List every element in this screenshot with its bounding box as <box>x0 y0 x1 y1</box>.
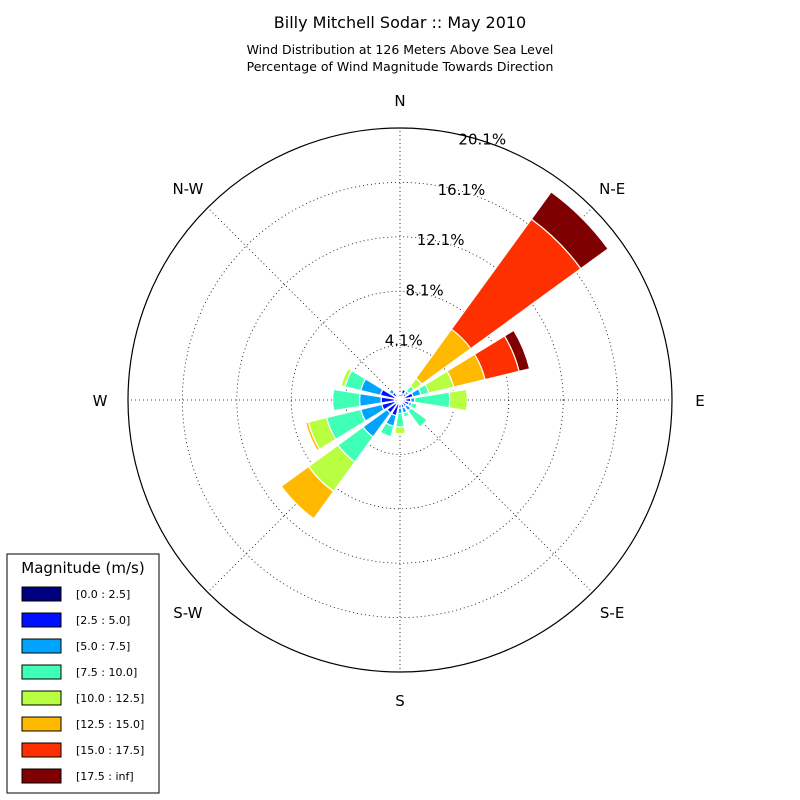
wind-bar-segment <box>407 407 429 429</box>
legend-label: [2.5 : 5.0] <box>76 614 130 627</box>
legend-swatch <box>21 638 62 654</box>
chart-title: Billy Mitchell Sodar :: May 2010 <box>274 13 526 32</box>
legend: Magnitude (m/s) [0.0 : 2.5] [2.5 : 5.0] [5… <box>6 553 160 794</box>
wind-bar-segment <box>394 425 406 435</box>
direction-label-w: W <box>93 392 108 410</box>
wind-bar-segment <box>332 388 361 412</box>
wind-bar-segment <box>448 388 468 412</box>
chart-subtitle-line-2: Percentage of Wind Magnitude Towards Dir… <box>247 59 554 74</box>
legend-label: [12.5 : 15.0] <box>76 718 144 731</box>
direction-label-s-w: S-W <box>173 604 202 622</box>
direction-label-s-e: S-E <box>600 604 624 622</box>
wind-bar-segment <box>397 407 403 415</box>
direction-label-e: E <box>695 392 704 410</box>
grid-spoke <box>207 207 401 401</box>
grid-spoke <box>399 399 593 593</box>
wind-bar-segment <box>305 421 321 452</box>
grid-ring <box>181 181 619 619</box>
radial-tick-label: 20.1% <box>458 131 506 149</box>
legend-swatch <box>21 768 62 784</box>
direction-label-n: N <box>394 92 405 110</box>
legend-entries: [0.0 : 2.5] [2.5 : 5.0] [5.0 : 7.5] [7.5 : … <box>21 586 144 784</box>
direction-label-s: S <box>395 692 405 710</box>
wind-bar-segment <box>395 392 400 397</box>
wind-bar-segment <box>402 410 410 418</box>
legend-label: [7.5 : 10.0] <box>76 666 137 679</box>
legend-swatch <box>21 716 62 732</box>
legend-title: Magnitude (m/s) <box>21 559 144 577</box>
chart-subtitle-line-1: Wind Distribution at 126 Meters Above Se… <box>247 42 554 57</box>
polar-outer-frame <box>127 127 673 673</box>
wind-bar-segment <box>503 329 531 373</box>
legend-swatch <box>21 690 62 706</box>
wind-bar-segment <box>409 402 418 410</box>
legend-label: [0.0 : 2.5] <box>76 588 130 601</box>
wind-bar-segment <box>530 191 609 270</box>
radial-tick-label: 8.1% <box>406 281 444 299</box>
legend-swatch <box>21 742 62 758</box>
legend-swatch <box>21 586 62 602</box>
wind-bar-segment <box>280 465 335 520</box>
wind-bar-segment <box>388 388 396 396</box>
direction-labels: N N-E E S-E S S-W W N-W <box>93 92 705 710</box>
grid-ring <box>236 236 564 564</box>
legend-swatch <box>21 612 62 628</box>
legend-label: [5.0 : 7.5] <box>76 640 130 653</box>
wind-bars <box>280 191 609 520</box>
legend-swatch <box>21 664 62 680</box>
legend-label: [17.5 : inf] <box>76 770 134 783</box>
radial-tick-label: 12.1% <box>417 231 465 249</box>
wind-bar-segment <box>379 422 395 438</box>
wind-bar-segment <box>340 367 353 388</box>
direction-label-n-w: N-W <box>172 180 203 198</box>
legend-label: [15.0 : 17.5] <box>76 744 144 757</box>
radial-tick-label: 16.1% <box>438 181 486 199</box>
radial-tick-label: 4.1% <box>385 332 423 350</box>
wind-bar-segment <box>395 412 405 428</box>
legend-label: [10.0 : 12.5] <box>76 692 144 705</box>
radial-tick-labels: 4.1% 8.1% 12.1% 16.1% 20.1% <box>385 131 506 350</box>
direction-label-n-e: N-E <box>599 180 625 198</box>
